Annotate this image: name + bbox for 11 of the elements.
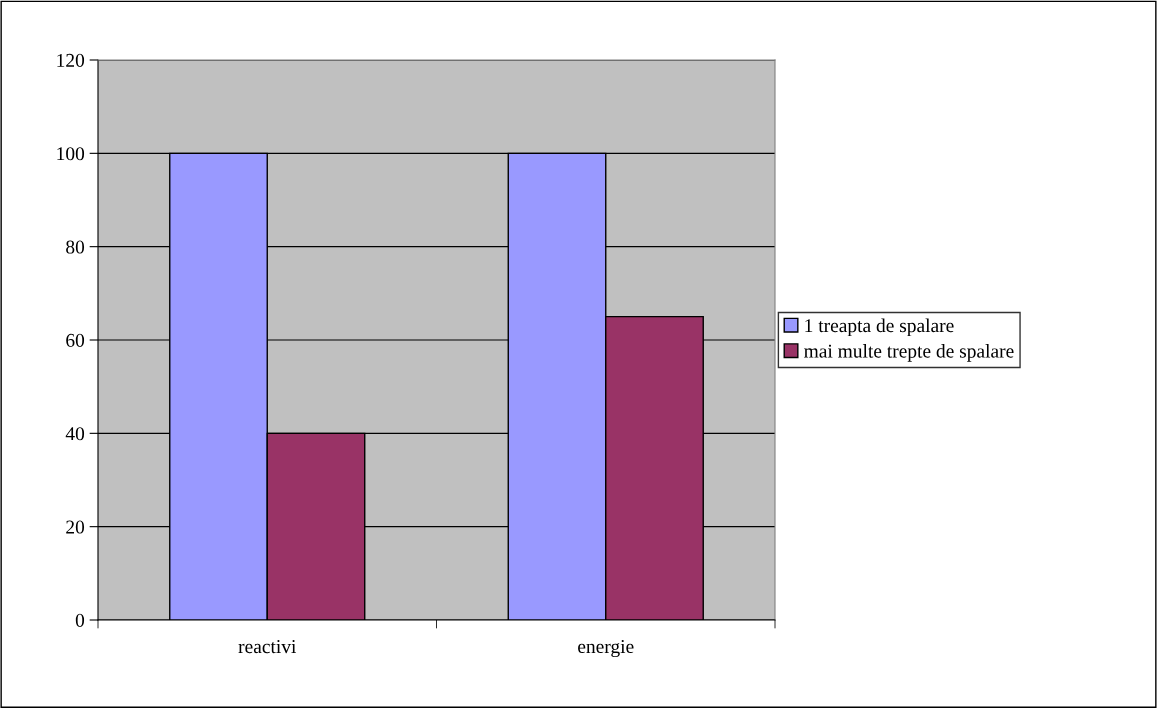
y-tick-label: 120 <box>57 53 85 67</box>
y-tick-label: 40 <box>65 427 85 441</box>
y-tick-label: 100 <box>57 147 85 161</box>
x-tick-label: energie <box>578 640 634 658</box>
y-tick-label: 0 <box>75 613 85 627</box>
y-tick-label: 80 <box>66 240 85 254</box>
y-tick-label: 20 <box>66 520 85 534</box>
legend-label: mai multe trepte de spalare <box>804 344 1014 362</box>
legend-label: 1 treapta de spalare <box>805 318 954 337</box>
x-tick-label: reactivi <box>238 640 297 654</box>
y-tick-label: 60 <box>66 333 85 347</box>
